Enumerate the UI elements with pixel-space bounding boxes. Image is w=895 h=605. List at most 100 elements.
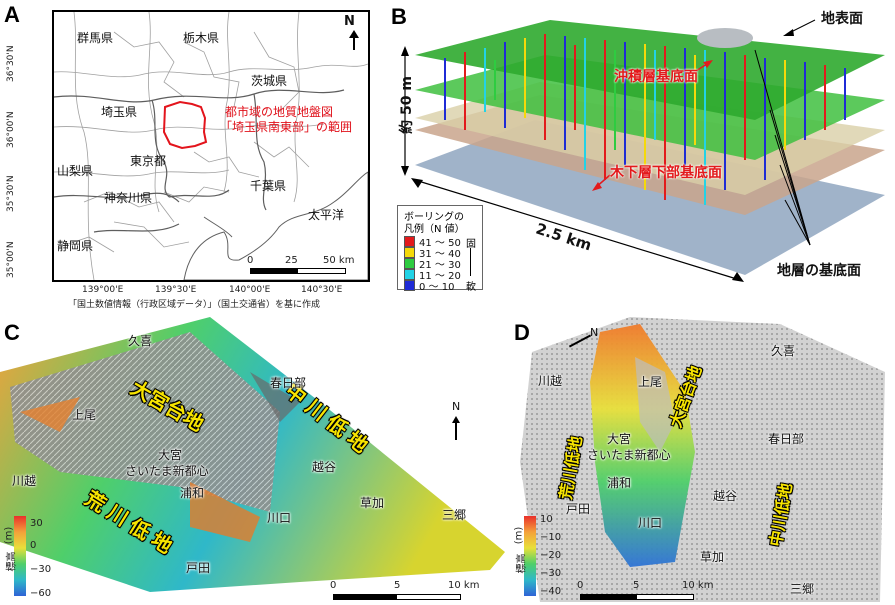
legend-arrow-icon (470, 248, 471, 276)
study-area-label-2: 「埼玉県南東部」の範囲 (220, 120, 353, 134)
borehole-legend: ボーリングの 凡例（N 値） 41 ～ 50 31 ～ 40 21 ～ 30 1… (397, 205, 483, 293)
elevation-map (520, 317, 885, 602)
place-ageo: 上尾 (638, 375, 663, 389)
panel-b: B (385, 0, 895, 312)
place-koshigaya: 越谷 (312, 460, 337, 474)
place-kuki: 久喜 (128, 334, 153, 348)
colorbar (14, 516, 26, 596)
legend-title-1: ボーリングの (404, 212, 464, 223)
place-misato: 三郷 (790, 582, 815, 596)
place-toda: 戸田 (186, 561, 211, 575)
legend-row: 11 ～ 20 (404, 269, 461, 282)
lon-label: 139°30'E (155, 285, 197, 295)
colorbar-unit: (m) (513, 526, 525, 545)
label-layer-bases: 地層の基底面 (777, 263, 861, 279)
place-kawaguchi: 川口 (638, 516, 663, 530)
pref-shizuoka: 静岡県 (57, 239, 94, 253)
colorbar-title: 標高 (6, 551, 18, 572)
colorbar-tick: −40 (540, 586, 562, 597)
colorbar (524, 516, 536, 596)
study-area-outline (162, 100, 208, 150)
scale-tick-0: 0 (247, 255, 254, 266)
source-note: 「国土数値情報（行政区域データ）」（国土交通省）を基に作成 (68, 300, 321, 310)
colorbar-tick: 10 (540, 514, 553, 525)
elevation-3d-relief (0, 317, 505, 592)
pacific-ocean-label: 太平洋 (308, 208, 345, 222)
north-label: N (344, 14, 355, 29)
scale-tick-5: 5 (633, 580, 640, 591)
place-urawa: 浦和 (607, 476, 632, 490)
prefecture-boundaries (54, 12, 368, 280)
map-frame (52, 10, 370, 282)
place-ageo: 上尾 (72, 408, 97, 422)
lat-label: 35°30'N (6, 175, 16, 212)
place-saitama-shintoshin: さいたま新都心 (587, 448, 671, 462)
place-saitama-shintoshin: さいたま新都心 (125, 464, 209, 478)
scale-bar (580, 594, 694, 600)
place-omiya: 大宮 (158, 448, 183, 462)
study-area-label-1: 都市域の地質地盤図 (225, 105, 334, 119)
scale-tick-10: 10 km (682, 580, 714, 591)
place-kasukabe: 春日部 (768, 432, 805, 446)
colorbar-tick: 30 (30, 518, 43, 529)
panel-d: D N 大宮台地 荒川低地 中川低地 久喜 川越 上尾 春日部 大宮 さいたま新… (510, 312, 895, 605)
lon-label: 140°30'E (301, 285, 343, 295)
place-soka: 草加 (700, 550, 725, 564)
label-alluvium-base: 沖積層基底面 (614, 69, 698, 85)
scale-tick-25: 25 (285, 255, 298, 266)
place-kawaguchi: 川口 (267, 511, 292, 525)
place-kawagoe: 川越 (12, 474, 37, 488)
panel-c-label: C (4, 320, 20, 345)
legend-row: 41 ～ 50 (404, 236, 461, 249)
legend-title-2: 凡例（N 値） (404, 224, 465, 235)
pref-tochigi: 栃木県 (183, 31, 220, 45)
colorbar-tick: −20 (540, 550, 562, 561)
colorbar-tick: −10 (540, 532, 562, 543)
place-kasukabe: 春日部 (270, 376, 307, 390)
legend-row: 21 ～ 30 (404, 258, 461, 271)
lat-label: 36°00'N (6, 111, 16, 148)
pref-ibaraki: 茨城県 (251, 74, 288, 88)
borehole-3d-model (401, 19, 885, 282)
panel-a-label: A (4, 2, 20, 27)
label-kioroshi-base: 木下層下部基底面 (610, 165, 722, 181)
place-omiya: 大宮 (607, 432, 632, 446)
colorbar-unit: (m) (3, 526, 15, 545)
place-soka: 草加 (360, 496, 385, 510)
north-arrow-icon (349, 30, 359, 38)
pref-yamanashi: 山梨県 (57, 164, 94, 178)
pref-kanagawa: 神奈川県 (104, 191, 153, 205)
place-koshigaya: 越谷 (713, 489, 738, 503)
scale-bar (333, 594, 461, 600)
scale-tick-5: 5 (394, 580, 401, 591)
scale-tick-10: 10 km (448, 580, 480, 591)
pref-chiba: 千葉県 (250, 179, 287, 193)
label-ground-surface: 地表面 (821, 11, 863, 27)
scale-tick-0: 0 (577, 580, 584, 591)
north-arrow-icon (452, 416, 460, 423)
place-toda: 戸田 (566, 502, 591, 516)
pref-tokyo: 東京都 (130, 154, 167, 168)
legend-row: 0 ～ 10 (404, 280, 454, 293)
place-urawa: 浦和 (180, 486, 205, 500)
north-label: N (590, 326, 599, 339)
scale-tick-50: 50 km (323, 255, 355, 266)
label-height: 約 50 m (398, 76, 415, 134)
place-kuki: 久喜 (771, 344, 796, 358)
lon-label: 139°00'E (82, 285, 124, 295)
place-misato: 三郷 (442, 508, 467, 522)
north-label: N (452, 400, 461, 413)
panel-b-label: B (391, 4, 407, 29)
colorbar-tick: −30 (30, 564, 52, 575)
place-kawagoe: 川越 (538, 374, 563, 388)
colorbar-tick: −30 (540, 568, 562, 579)
lat-label: 35°00'N (6, 241, 16, 278)
lon-label: 140°00'E (229, 285, 271, 295)
legend-row: 31 ～ 40 (404, 247, 461, 260)
scale-bar (250, 268, 346, 274)
pref-saitama: 埼玉県 (101, 105, 138, 119)
coastline (183, 171, 368, 280)
panel-c: C 大宮台地 中川低地 荒川低地 久喜 春日部 上尾 大宮 さいたま新都心 浦和… (0, 312, 510, 605)
scale-tick-0: 0 (330, 580, 337, 591)
colorbar-tick: −60 (30, 588, 52, 599)
